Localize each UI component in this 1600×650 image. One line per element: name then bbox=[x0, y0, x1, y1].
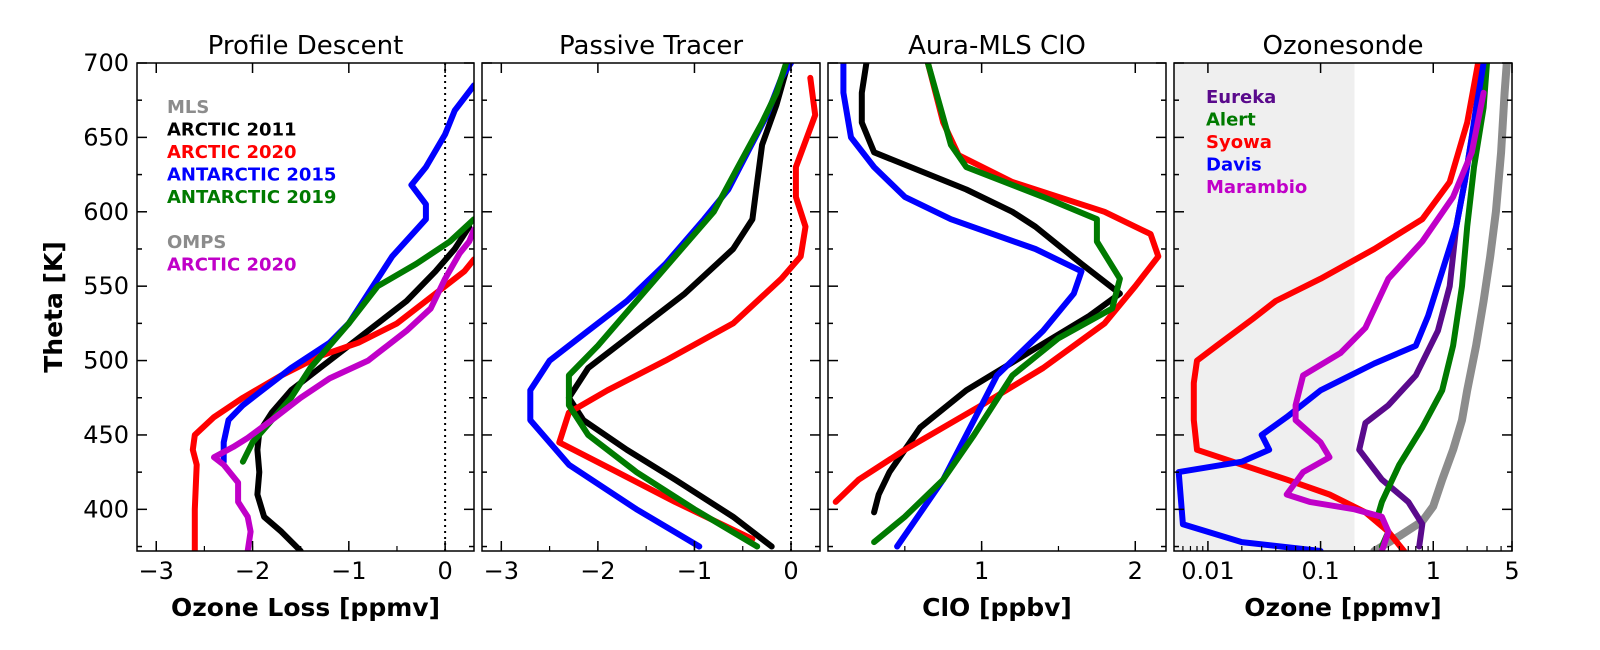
x-axis-label: Ozone [ppmv] bbox=[1244, 593, 1441, 622]
legend-entry: ARCTIC 2020 bbox=[167, 255, 297, 276]
series-line-3 bbox=[840, 63, 1085, 550]
x-tick-label: −1 bbox=[331, 557, 366, 585]
series-line-2 bbox=[556, 74, 819, 543]
panel-title: Profile Descent bbox=[208, 31, 404, 61]
x-axis-label: ClO [ppbv] bbox=[922, 593, 1072, 622]
x-tick-label: 0 bbox=[437, 557, 452, 585]
series-line-5 bbox=[211, 226, 474, 551]
y-tick-label: 450 bbox=[83, 421, 129, 449]
y-tick-label: 650 bbox=[83, 123, 129, 151]
legend-entry: ANTARCTIC 2019 bbox=[167, 187, 336, 208]
legend-entry: Eureka bbox=[1206, 87, 1276, 108]
panel-3: 1 2 Aura-MLS ClO ClO [ppbv] bbox=[827, 31, 1167, 622]
x-tick-label: 0.01 bbox=[1181, 557, 1234, 585]
panel-1: 400 450 500 550 600 650 700 −3 −2 −1 0 Profile Desc… bbox=[83, 31, 475, 622]
x-tick-label: 5 bbox=[1504, 557, 1519, 585]
x-tick-label: −3 bbox=[484, 557, 519, 585]
x-tick-label: −2 bbox=[580, 557, 615, 585]
series-line-4 bbox=[565, 63, 790, 550]
legend-entry: Syowa bbox=[1206, 132, 1272, 153]
panel-4: 0.01 0.1 1 5 Ozonesonde Ozone [ppmv] EurekaAle… bbox=[1173, 31, 1520, 622]
x-tick-label: 0 bbox=[783, 557, 798, 585]
x-tick-label: 0.1 bbox=[1301, 557, 1339, 585]
legend-entry: Marambio bbox=[1206, 177, 1307, 198]
x-tick-label: 1 bbox=[974, 557, 989, 585]
panel-2: −3 −2 −1 0 Passive Tracer bbox=[481, 31, 821, 585]
legend-entry: MLS bbox=[167, 97, 209, 118]
plot-frame bbox=[136, 62, 475, 552]
series-line-5 bbox=[1175, 63, 1487, 551]
x-tick-label: 2 bbox=[1128, 557, 1143, 585]
series-line-1 bbox=[858, 63, 1123, 516]
x-tick-label: −2 bbox=[235, 557, 270, 585]
series-line-1 bbox=[1370, 63, 1511, 551]
legend-entry: ARCTIC 2020 bbox=[167, 142, 297, 163]
y-tick-label: 550 bbox=[83, 272, 129, 300]
y-tick-label: 500 bbox=[83, 347, 129, 375]
series-line-3 bbox=[220, 82, 474, 465]
panel-title: Passive Tracer bbox=[559, 31, 743, 61]
y-axis-label: Theta [K] bbox=[39, 241, 68, 373]
series-line-4 bbox=[871, 63, 1123, 546]
legend-entry: OMPS bbox=[167, 232, 226, 253]
plot-frame bbox=[827, 62, 1167, 552]
legend-entry: Davis bbox=[1206, 155, 1262, 176]
x-axis-label: Ozone Loss [ppmv] bbox=[171, 593, 440, 622]
series-line-6 bbox=[1283, 89, 1487, 551]
panel-title: Aura-MLS ClO bbox=[908, 31, 1086, 61]
series-line-1 bbox=[565, 67, 790, 550]
x-tick-label: −3 bbox=[139, 557, 174, 585]
y-tick-label: 600 bbox=[83, 198, 129, 226]
legend-entry: Alert bbox=[1206, 110, 1256, 131]
series-line-4 bbox=[1190, 63, 1482, 551]
series-line-2 bbox=[832, 63, 1162, 505]
x-tick-label: −1 bbox=[677, 557, 712, 585]
series-line-1 bbox=[254, 223, 473, 551]
panel-title: Ozonesonde bbox=[1263, 31, 1424, 61]
legend-entry: ARCTIC 2011 bbox=[167, 120, 297, 141]
plot-frame bbox=[481, 62, 821, 552]
x-tick-label: 1 bbox=[1426, 557, 1441, 585]
y-tick-label: 400 bbox=[83, 495, 129, 523]
legend-entry: ANTARCTIC 2015 bbox=[167, 165, 336, 186]
plot-frame bbox=[1173, 62, 1513, 552]
y-tick-label: 700 bbox=[83, 49, 129, 77]
